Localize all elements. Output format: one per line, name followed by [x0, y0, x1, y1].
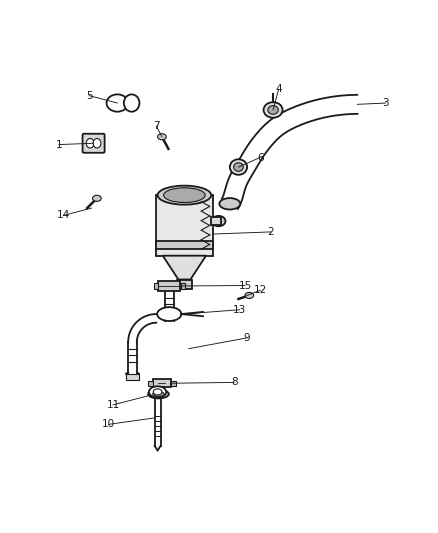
- Ellipse shape: [245, 293, 254, 298]
- Text: 1: 1: [56, 140, 62, 150]
- Ellipse shape: [93, 139, 101, 148]
- Ellipse shape: [149, 386, 166, 398]
- Ellipse shape: [212, 216, 226, 227]
- Ellipse shape: [148, 390, 169, 398]
- Text: 15: 15: [238, 280, 251, 290]
- Polygon shape: [222, 95, 357, 209]
- Text: 6: 6: [257, 152, 263, 163]
- Bar: [148, 381, 153, 386]
- Text: 4: 4: [276, 84, 282, 94]
- Bar: [159, 281, 180, 290]
- Bar: [154, 282, 158, 289]
- Ellipse shape: [153, 392, 164, 397]
- Bar: [171, 381, 176, 386]
- Text: 8: 8: [231, 377, 237, 387]
- Ellipse shape: [158, 134, 166, 140]
- Ellipse shape: [106, 94, 128, 112]
- Ellipse shape: [158, 185, 211, 205]
- FancyBboxPatch shape: [83, 134, 105, 153]
- Ellipse shape: [86, 139, 94, 148]
- Ellipse shape: [92, 195, 101, 201]
- Ellipse shape: [234, 163, 243, 171]
- Ellipse shape: [219, 198, 240, 209]
- Text: 7: 7: [153, 121, 159, 131]
- Text: 5: 5: [86, 91, 92, 101]
- Ellipse shape: [264, 102, 283, 118]
- Text: 2: 2: [268, 227, 274, 237]
- Bar: [156, 195, 212, 256]
- Text: 14: 14: [57, 211, 70, 221]
- Bar: [177, 280, 191, 289]
- Ellipse shape: [157, 307, 181, 321]
- Polygon shape: [163, 256, 206, 279]
- Bar: [126, 374, 139, 380]
- Text: 12: 12: [254, 285, 267, 295]
- Text: 13: 13: [233, 305, 247, 315]
- Bar: [211, 217, 221, 225]
- Bar: [180, 282, 185, 289]
- Ellipse shape: [230, 159, 247, 175]
- Ellipse shape: [268, 106, 278, 114]
- Ellipse shape: [153, 389, 162, 395]
- Text: 10: 10: [102, 419, 115, 430]
- Bar: [153, 379, 170, 387]
- Text: 9: 9: [244, 333, 251, 343]
- Text: 3: 3: [382, 98, 389, 108]
- Ellipse shape: [164, 188, 205, 203]
- Polygon shape: [128, 314, 156, 342]
- Bar: [156, 241, 212, 249]
- Ellipse shape: [124, 94, 139, 112]
- Text: 11: 11: [106, 400, 120, 410]
